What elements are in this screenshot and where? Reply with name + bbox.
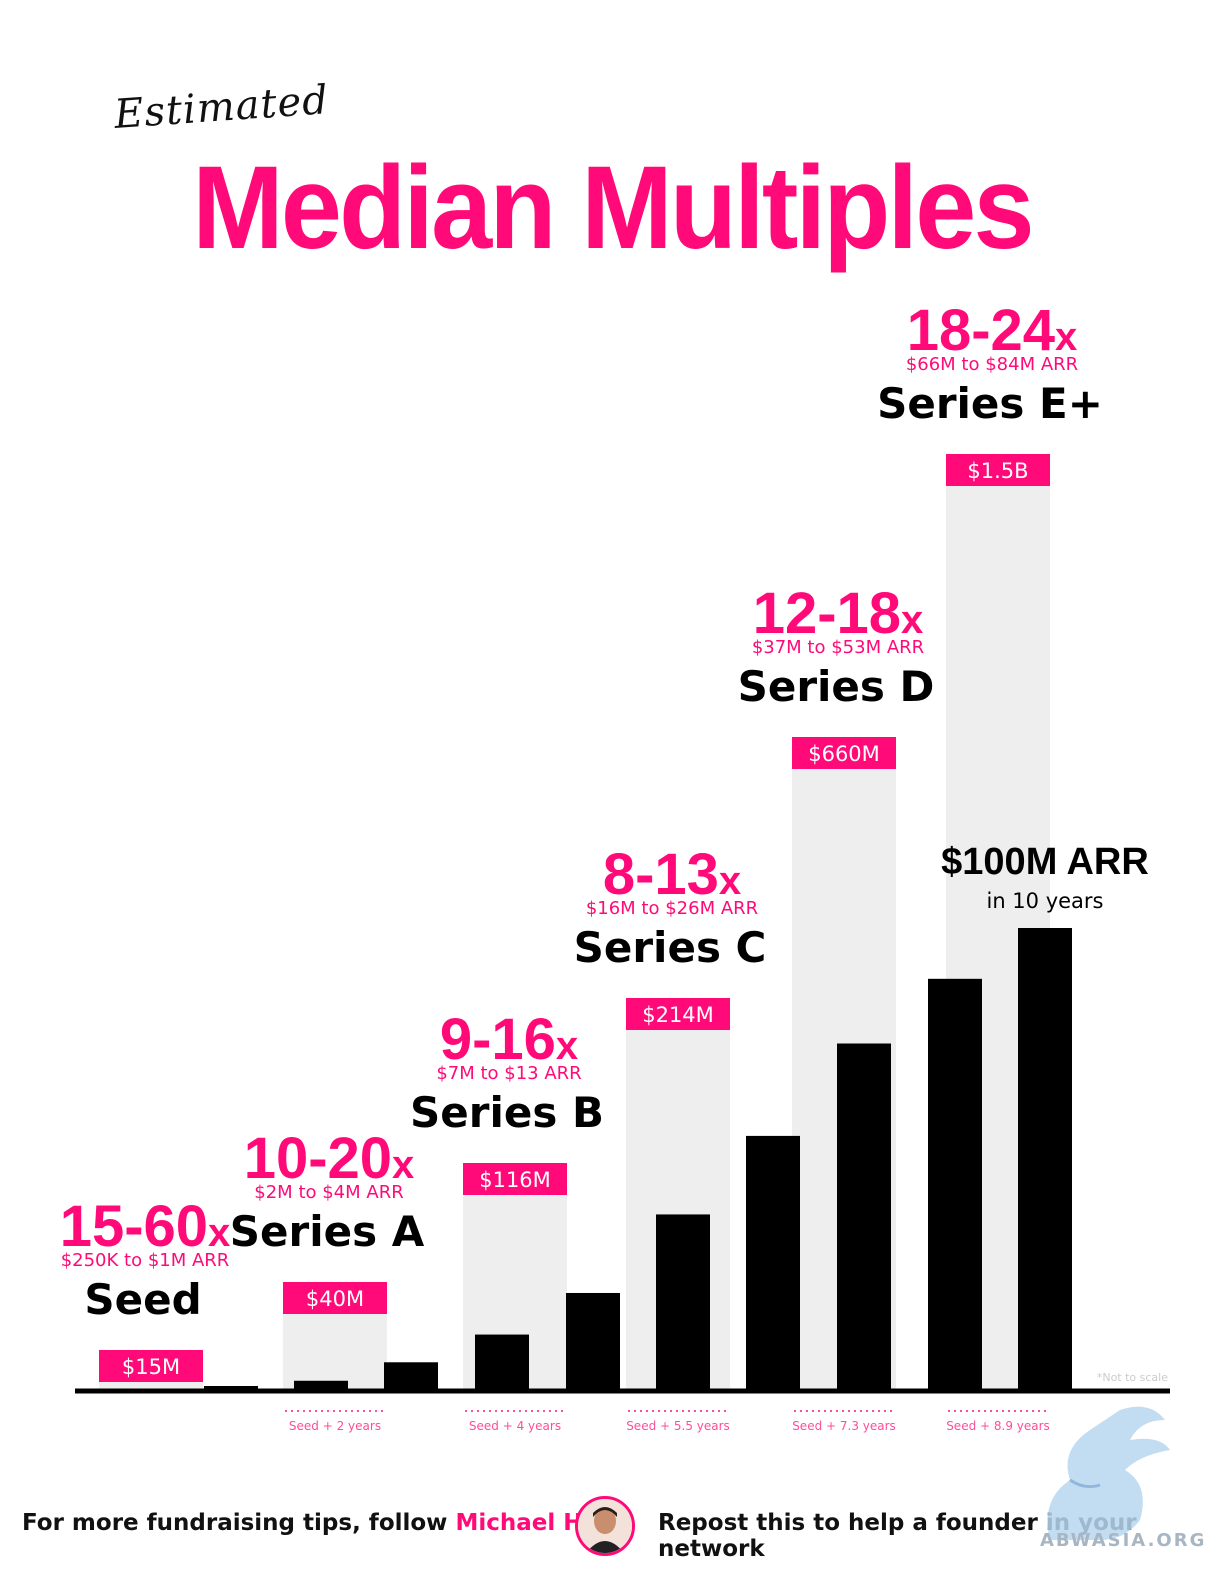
stage-name: Seed: [84, 1275, 201, 1324]
not-to-scale-note: *Not to scale: [1097, 1371, 1168, 1384]
arr-growth-bar: [384, 1362, 438, 1390]
valuation-label: $660M: [808, 742, 880, 766]
seed-years-label: Seed + 8.9 years: [946, 1419, 1050, 1433]
valuation-tag: [946, 454, 1050, 486]
valuation-tag: [626, 998, 730, 1030]
valuation-label: $40M: [306, 1287, 364, 1311]
arr-range: $16M to $26M ARR: [586, 898, 758, 919]
arr-range: $250K to $1M ARR: [61, 1250, 230, 1271]
author-link[interactable]: Michael Ho: [455, 1510, 599, 1536]
arr-growth-bar: [656, 1214, 710, 1390]
arr-growth-bar: [746, 1135, 800, 1390]
multiple-label: 10-20x: [244, 1126, 415, 1191]
valuation-tag: [283, 1282, 387, 1314]
valuation-label: $116M: [479, 1168, 551, 1192]
arr-growth-bar: [566, 1292, 620, 1390]
arr-growth-bar: [204, 1386, 258, 1390]
stage-name: Series E+: [877, 379, 1103, 428]
follow-text: For more fundraising tips, follow Michae…: [22, 1510, 598, 1536]
multiple-label: 15-60x: [60, 1194, 231, 1259]
arr-growth-bar: [475, 1334, 529, 1390]
seed-years-label: Seed + 5.5 years: [626, 1419, 730, 1433]
arr-annotation-subtitle: in 10 years: [986, 889, 1103, 913]
arr-range: $37M to $53M ARR: [752, 637, 924, 658]
avatar: [575, 1496, 635, 1556]
watermark-text: ABWASIA.ORG: [1040, 1530, 1207, 1551]
seed-years-label: Seed + 4 years: [469, 1419, 561, 1433]
arr-range: $7M to $13 ARR: [436, 1063, 581, 1084]
seed-years-label: Seed + 7.3 years: [792, 1419, 896, 1433]
multiple-label: 18-24x: [907, 298, 1078, 363]
arr-annotation-title: $100M ARR: [941, 841, 1149, 883]
valuation-label: $1.5B: [967, 459, 1028, 483]
valuation-tag: [99, 1350, 203, 1382]
stage-name: Series B: [410, 1088, 604, 1137]
arr-growth-bar: [294, 1380, 348, 1390]
follow-prefix: For more fundraising tips, follow: [22, 1510, 456, 1536]
valuation-tag: [792, 737, 896, 769]
stage-name: Series C: [574, 923, 767, 972]
arr-range: $66M to $84M ARR: [906, 354, 1078, 375]
arr-growth-bar: [837, 1043, 891, 1390]
arr-growth-bar: [928, 978, 982, 1390]
arr-range: $2M to $4M ARR: [254, 1182, 403, 1203]
valuation-label: $214M: [642, 1003, 714, 1027]
multiple-label: 12-18x: [753, 581, 924, 646]
valuation-tag: [463, 1163, 567, 1195]
seed-years-label: Seed + 2 years: [289, 1419, 381, 1433]
stage-name: Series A: [230, 1207, 425, 1256]
stage-name: Series D: [738, 662, 935, 711]
griffin-watermark-icon: [1047, 1406, 1170, 1540]
page-title: Median Multiples: [192, 142, 1034, 274]
arr-growth-bar: [1018, 928, 1072, 1390]
multiple-label: 8-13x: [603, 842, 741, 907]
valuation-label: $15M: [122, 1355, 180, 1379]
multiple-label: 9-16x: [440, 1007, 578, 1072]
avatar-portrait-icon: [578, 1499, 632, 1553]
